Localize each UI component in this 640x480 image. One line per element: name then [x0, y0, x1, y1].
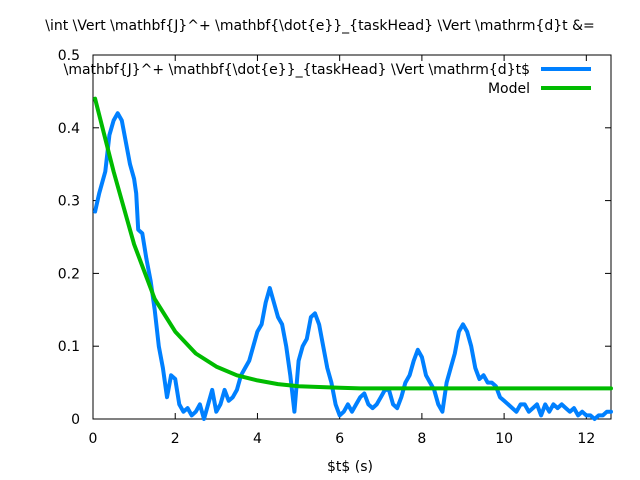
x-axis-label: $t$ (s) [327, 459, 373, 475]
x-tick-label: 0 [89, 431, 98, 447]
series-line-measured [93, 111, 613, 421]
x-tick-label: 8 [417, 431, 426, 447]
y-tick-label: 0.4 [58, 121, 80, 137]
series-lines [93, 96, 613, 421]
plot-frame [92, 54, 612, 420]
y-tick-label: 0 [71, 412, 80, 428]
y-tick-label: 0.5 [58, 48, 80, 64]
x-tick-label: 6 [335, 431, 344, 447]
series-line-model [93, 96, 613, 391]
x-tick-label: 2 [171, 431, 180, 447]
x-tick-label: 10 [495, 431, 513, 447]
x-tick-label: 12 [577, 431, 595, 447]
legend-label-series-1: \mathbf{J}^+ \mathbf{\dot{e}}_{taskHead}… [64, 62, 530, 78]
x-tick-label: 4 [253, 431, 262, 447]
chart-title: \int \Vert \mathbf{J}^+ \mathbf{\dot{e}}… [45, 18, 595, 34]
y-tick-label: 0.3 [58, 194, 80, 210]
legend-label-model: Model [488, 81, 530, 97]
y-tick-label: 0.2 [58, 266, 80, 282]
plot-border [92, 54, 612, 420]
axis-ticks: 0 2 4 6 8 10 12 0 0.1 0.2 0.3 0.4 0.5 [58, 48, 611, 447]
y-tick-label: 0.1 [58, 339, 80, 355]
legend: \mathbf{J}^+ \mathbf{\dot{e}}_{taskHead}… [64, 62, 591, 97]
